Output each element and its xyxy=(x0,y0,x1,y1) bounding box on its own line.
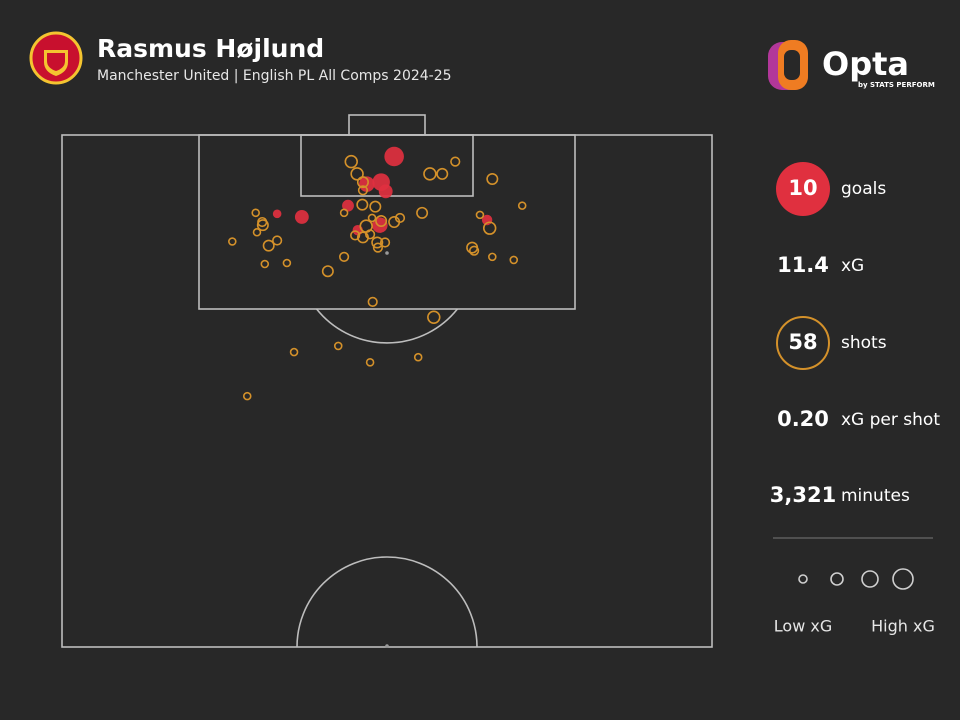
shot xyxy=(372,242,384,253)
shot xyxy=(357,185,369,196)
shot xyxy=(272,235,283,246)
shot xyxy=(251,208,260,218)
goal-shot xyxy=(378,184,393,199)
stat-value: 3,321 xyxy=(770,483,836,507)
subtitle: Manchester United | English PL All Comps… xyxy=(97,68,452,84)
opta-logo xyxy=(768,40,808,90)
stat-label: shots xyxy=(841,333,887,353)
shot xyxy=(321,265,334,278)
shot xyxy=(257,216,268,228)
shot xyxy=(367,213,377,223)
stat-label: minutes xyxy=(841,486,910,506)
title: Rasmus Højlund xyxy=(97,34,324,63)
club-crest xyxy=(29,31,83,85)
shot xyxy=(482,221,497,235)
goal-shot xyxy=(272,209,282,219)
stat-value: 0.20 xyxy=(777,407,829,431)
shot xyxy=(509,255,519,265)
shot xyxy=(242,391,252,401)
goals-badge xyxy=(776,162,830,216)
shot xyxy=(413,352,423,362)
shot xyxy=(394,212,406,224)
brand: Opta xyxy=(822,45,909,83)
stat-value: 58 xyxy=(788,330,817,354)
shot xyxy=(365,229,376,240)
stat-label: xG xyxy=(841,256,864,276)
stat-label: xG per shot xyxy=(841,410,940,430)
shot xyxy=(450,156,461,167)
shot xyxy=(289,347,299,357)
legend-high: High xG xyxy=(871,617,935,636)
stat-value: 10 xyxy=(788,176,817,200)
stat-value: 11.4 xyxy=(777,253,829,277)
shot xyxy=(436,167,449,180)
shot xyxy=(486,173,499,186)
shot xyxy=(427,310,441,324)
shot xyxy=(260,259,270,269)
shot xyxy=(356,176,369,189)
shot xyxy=(469,245,480,256)
shot xyxy=(356,231,369,244)
goal-shot xyxy=(294,209,309,224)
legend-low: Low xG xyxy=(774,617,832,636)
shot xyxy=(365,358,375,367)
shots-badge xyxy=(776,316,830,370)
shot xyxy=(282,258,292,268)
shot xyxy=(375,215,388,228)
brand-sub: by STATS PERFORM xyxy=(858,81,935,89)
shot xyxy=(256,219,269,232)
shot xyxy=(350,167,364,181)
shot xyxy=(356,198,369,211)
xg-size-legend xyxy=(798,568,914,590)
goal-shot xyxy=(384,146,404,167)
shot xyxy=(416,206,429,219)
shot xyxy=(371,236,384,249)
shot xyxy=(379,237,391,248)
shot xyxy=(344,154,358,169)
shot xyxy=(488,252,497,262)
shot xyxy=(339,251,350,262)
shot xyxy=(262,239,275,252)
shot xyxy=(517,201,527,210)
shot xyxy=(369,200,382,213)
shot xyxy=(333,341,343,351)
stat-label: goals xyxy=(841,179,886,199)
goal-shot xyxy=(342,199,354,212)
shot xyxy=(350,230,361,241)
shot xyxy=(367,296,378,308)
shot xyxy=(228,237,237,246)
shot xyxy=(252,228,262,237)
shot xyxy=(423,167,437,181)
shot xyxy=(339,208,349,218)
shot xyxy=(475,210,485,220)
